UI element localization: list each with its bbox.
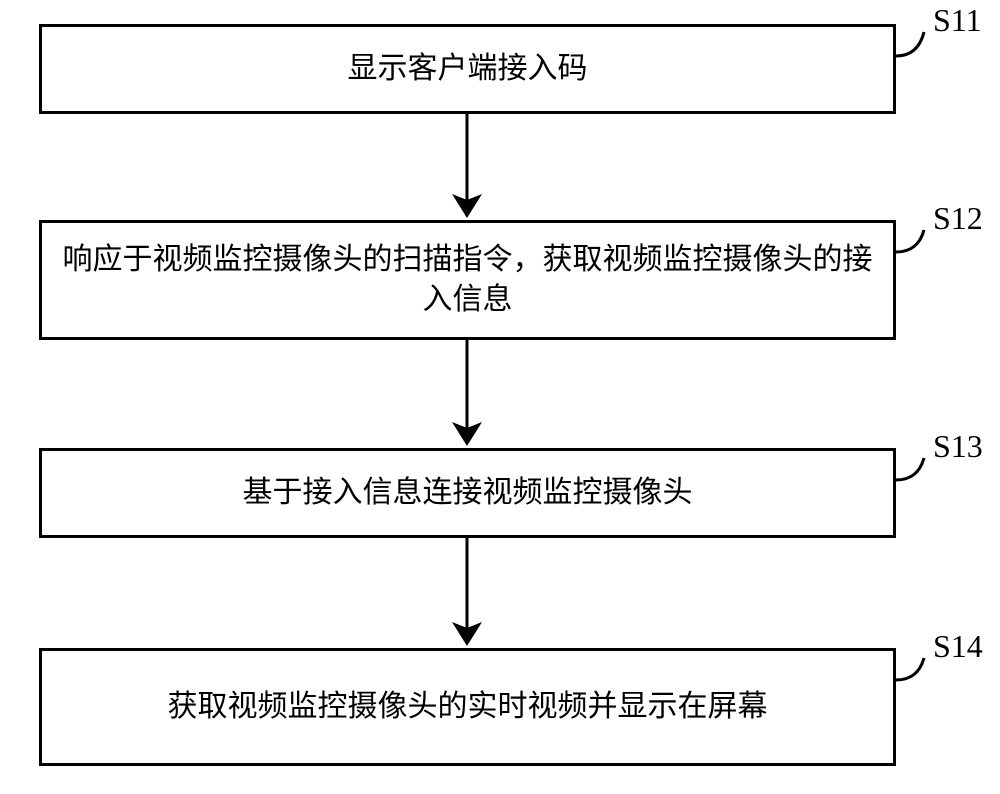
node-text: 响应于视频监控摄像头的扫描指令，获取视频监控摄像头的接入信息: [52, 240, 883, 321]
label-connector-s13: [896, 458, 924, 480]
step-label-s11: S11: [933, 2, 982, 39]
node-text: 基于接入信息连接视频监控摄像头: [243, 473, 693, 514]
label-text: S13: [933, 428, 983, 464]
step-label-s14: S14: [933, 628, 983, 665]
step-label-s12: S12: [933, 200, 983, 237]
flowchart-node-s13: 基于接入信息连接视频监控摄像头: [39, 448, 896, 538]
node-text: 获取视频监控摄像头的实时视频并显示在屏幕: [168, 687, 768, 728]
flowchart-node-s14: 获取视频监控摄像头的实时视频并显示在屏幕: [39, 648, 896, 766]
flowchart-node-s12: 响应于视频监控摄像头的扫描指令，获取视频监控摄像头的接入信息: [39, 220, 896, 340]
flowchart-node-s11: 显示客户端接入码: [39, 24, 896, 114]
node-text: 显示客户端接入码: [348, 49, 588, 90]
label-text: S14: [933, 628, 983, 664]
step-label-s13: S13: [933, 428, 983, 465]
label-connector-s14: [896, 658, 924, 680]
flowchart-canvas: 显示客户端接入码 响应于视频监控摄像头的扫描指令，获取视频监控摄像头的接入信息 …: [0, 0, 1000, 794]
label-text: S12: [933, 200, 983, 236]
label-text: S11: [933, 2, 982, 38]
label-connector-s11: [896, 32, 924, 56]
label-connector-s12: [896, 230, 924, 252]
